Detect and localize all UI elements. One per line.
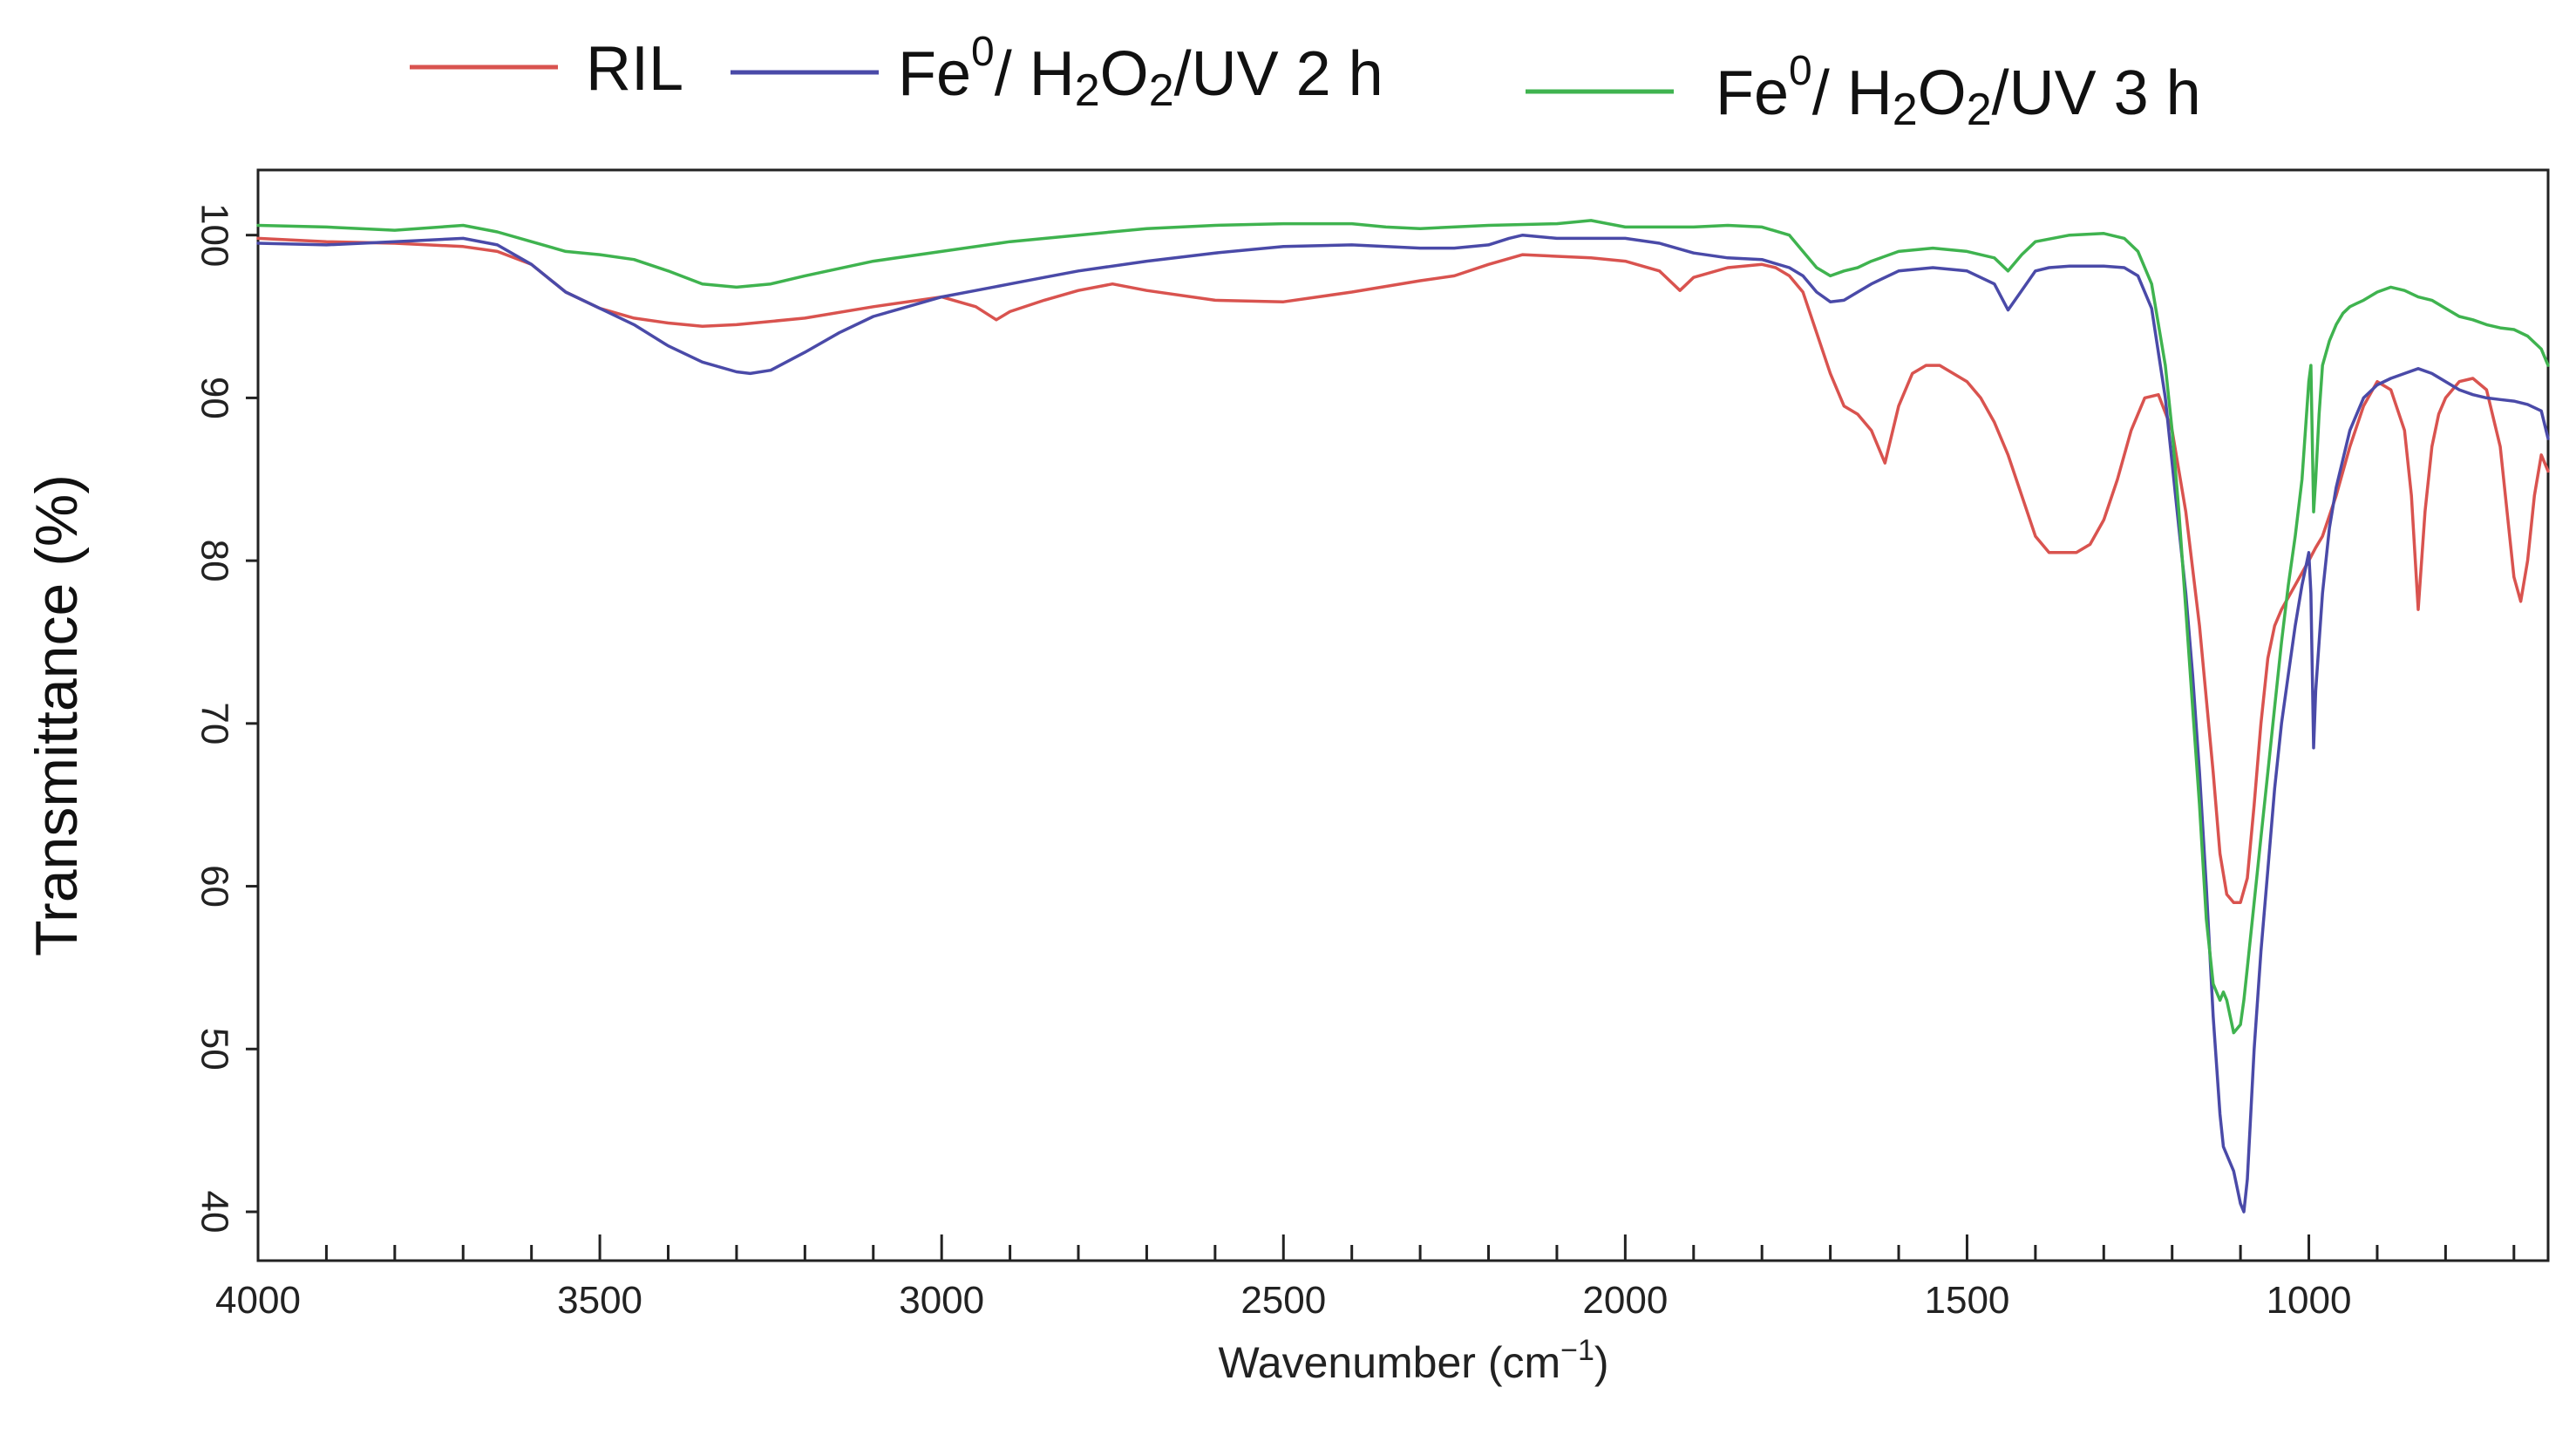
x-tick-label: 1500 [1925, 1279, 2010, 1322]
x-axis-title: Wavenumber (cm−1) [1218, 1334, 1608, 1387]
y-tick-label: 90 [194, 377, 236, 419]
series-layer [256, 219, 2550, 1214]
legend-label-2: Fe0/ H2O2/UV 2 h [898, 29, 1383, 116]
y-tick-label: 70 [194, 702, 236, 745]
x-tick-label: 2500 [1240, 1279, 1326, 1322]
series-line-1 [256, 236, 2550, 904]
x-tick-label: 3000 [899, 1279, 984, 1322]
y-tick-label: 80 [194, 540, 236, 582]
y-tick-label: 50 [194, 1028, 236, 1071]
x-axis: 4000 3500 3000 2500 2000 1500 1000 [215, 1234, 2516, 1322]
x-tick-label: 4000 [215, 1279, 301, 1322]
series-line-3 [256, 219, 2550, 1035]
y-axis: 40 50 60 70 80 90 100 [194, 203, 258, 1234]
y-tick-label: 40 [194, 1191, 236, 1234]
plot-frame [256, 168, 2550, 1262]
x-tick-label: 1000 [2267, 1279, 2352, 1322]
legend-label-3: Fe0/ H2O2/UV 3 h [1716, 48, 2201, 135]
y-axis-title: Transmittance (%) [24, 474, 90, 956]
series-line-2 [256, 233, 2550, 1214]
legend: RIL Fe0/ H2O2/UV 2 h Fe0/ H2O2/UV 3 h [410, 29, 2201, 135]
x-tick-label: 2000 [1582, 1279, 1668, 1322]
y-tick-label: 60 [194, 865, 236, 908]
x-tick-label: 3500 [557, 1279, 642, 1322]
y-tick-label: 100 [194, 203, 236, 267]
legend-label-1: RIL [586, 34, 683, 104]
